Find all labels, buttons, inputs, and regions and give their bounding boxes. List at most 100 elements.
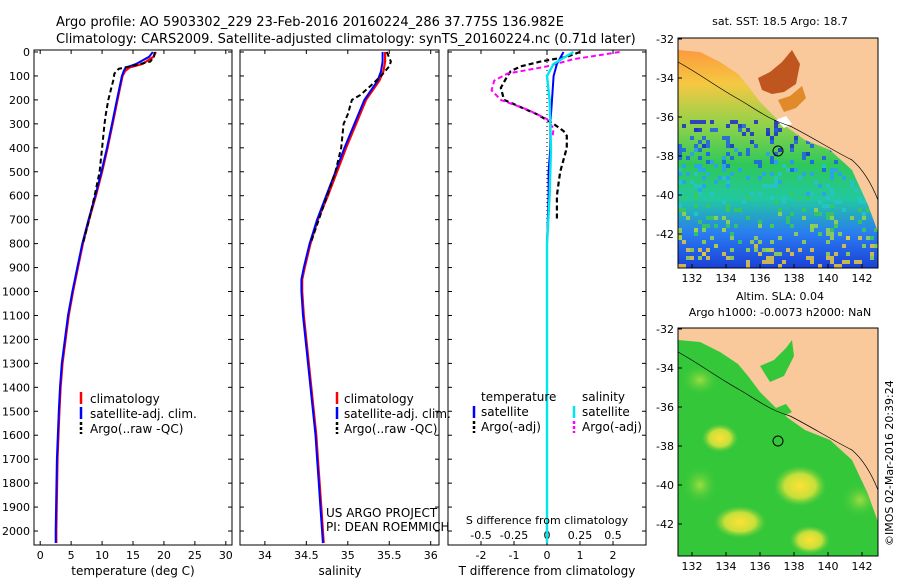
- sst-pixel: [758, 224, 762, 228]
- legend-label-climatology: climatology: [344, 392, 414, 406]
- sst-pixel: [806, 152, 810, 156]
- sst-pixel: [866, 208, 870, 212]
- sst-pixel: [854, 260, 858, 264]
- sst-pixel: [730, 256, 734, 260]
- sst-pixel: [758, 220, 762, 224]
- sst-pixel: [826, 252, 830, 256]
- map-x-tick-label: 138: [784, 560, 805, 573]
- sst-pixel: [714, 164, 718, 168]
- sst-pixel: [722, 164, 726, 168]
- sst-pixel: [698, 256, 702, 260]
- sst-pixel: [786, 168, 790, 172]
- sst-pixel: [746, 128, 750, 132]
- sst-pixel: [794, 136, 798, 140]
- depth-axis: 0 100 200 300 400 500 600 700 800 900 1000 1100 1200…: [2, 46, 30, 538]
- sst-pixel: [694, 172, 698, 176]
- x-tick-label: 5: [68, 549, 75, 562]
- sst-pixel: [714, 244, 718, 248]
- sst-pixel: [758, 240, 762, 244]
- sst-pixel: [722, 228, 726, 232]
- sst-pixel: [822, 192, 826, 196]
- sst-pixel: [770, 256, 774, 260]
- map-x-tick-label: 134: [716, 560, 737, 573]
- map-x-tick-label: 142: [852, 272, 873, 285]
- sst-pixel: [678, 192, 682, 196]
- depth-tick-label: 600: [9, 190, 30, 203]
- sst-pixel: [802, 172, 806, 176]
- sst-pixel: [830, 176, 834, 180]
- sst-pixel: [786, 248, 790, 252]
- x-tick-label: 0: [37, 549, 44, 562]
- sst-pixel: [698, 192, 702, 196]
- x-tick-label: 35: [341, 549, 355, 562]
- sst-pixel: [738, 168, 742, 172]
- sst-pixel: [858, 200, 862, 204]
- sst-pixel: [722, 176, 726, 180]
- sst-pixel: [806, 256, 810, 260]
- legend-label-satellite: satellite-adj. clim.: [344, 407, 451, 421]
- kangaroo-island-water: [776, 404, 792, 416]
- sst-pixel: [770, 260, 774, 264]
- sst-pixel: [758, 192, 762, 196]
- depth-tick-label: 1900: [2, 501, 30, 514]
- sst-pixel: [802, 156, 806, 160]
- sst-pixel: [694, 212, 698, 216]
- x-tick-label: 25: [188, 549, 202, 562]
- sst-pixel: [766, 248, 770, 252]
- sst-pixel: [778, 208, 782, 212]
- difference-legend: temperature salinity satellite Argo(-adj…: [472, 390, 642, 434]
- sst-pixel: [678, 168, 682, 172]
- depth-tick-label: 1500: [2, 405, 30, 418]
- sst-pixel: [742, 132, 746, 136]
- sst-pixel: [770, 240, 774, 244]
- sst-pixel: [714, 216, 718, 220]
- sst-pixel: [714, 180, 718, 184]
- sla-map: [678, 328, 878, 556]
- sst-pixel: [862, 228, 866, 232]
- sst-pixel: [706, 160, 710, 164]
- sst-pixel: [818, 184, 822, 188]
- sst-pixel: [774, 252, 778, 256]
- sst-pixel: [702, 252, 706, 256]
- sst-pixel: [734, 224, 738, 228]
- sst-pixel: [706, 172, 710, 176]
- sst-pixel: [750, 132, 754, 136]
- sst-pixel: [678, 144, 682, 148]
- sst-pixel: [818, 232, 822, 236]
- sst-pixel: [778, 172, 782, 176]
- sst-pixel: [726, 204, 730, 208]
- sst-pixel: [770, 248, 774, 252]
- sst-pixel: [750, 240, 754, 244]
- sst-pixel: [698, 220, 702, 224]
- sst-pixel: [678, 208, 682, 212]
- sst-pixel: [722, 200, 726, 204]
- x-tick-label: -2: [476, 549, 487, 562]
- sst-pixel: [686, 248, 690, 252]
- depth-tick-label: 1800: [2, 477, 30, 490]
- legend-label-argo: Argo(..raw -QC): [90, 422, 183, 436]
- map-x-tick-label: 132: [682, 560, 703, 573]
- argo-position-marker: [772, 435, 784, 447]
- sst-pixel: [774, 160, 778, 164]
- sst-pixel: [830, 212, 834, 216]
- sst-pixel: [682, 124, 686, 128]
- depth-tick-label: 0: [23, 46, 30, 59]
- sst-pixel: [722, 168, 726, 172]
- sst-pixel: [842, 260, 846, 264]
- map-y-tick-label: -40: [656, 189, 674, 202]
- sst-pixel: [774, 184, 778, 188]
- sst-pixel: [870, 236, 874, 240]
- sst-pixel: [750, 140, 754, 144]
- map-x-tick-label: 140: [818, 560, 839, 573]
- s-tick-label: 0.5: [604, 529, 622, 542]
- sst-pixel: [810, 224, 814, 228]
- sst-pixel: [858, 208, 862, 212]
- sst-pixel: [782, 164, 786, 168]
- sst-pixel: [826, 204, 830, 208]
- sst-pixel: [738, 240, 742, 244]
- series-line-climatology: [301, 52, 387, 544]
- sst-pixel: [846, 236, 850, 240]
- shelf-contour: [678, 61, 878, 201]
- sst-pixel: [698, 188, 702, 192]
- sst-pixel: [790, 252, 794, 256]
